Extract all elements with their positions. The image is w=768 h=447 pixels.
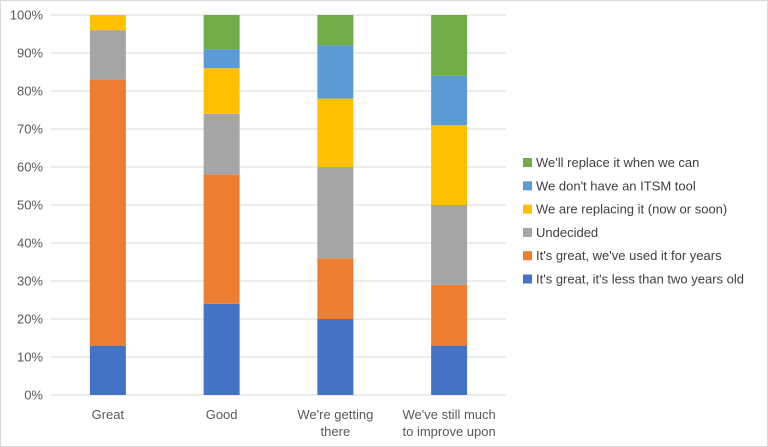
x-axis-labels: Great Good We're getting there We've still m… (92, 407, 496, 439)
legend-swatch (523, 158, 532, 167)
bar-segment (203, 303, 240, 395)
bar-segment (203, 49, 240, 69)
legend-swatch (523, 181, 532, 191)
x-category-label: We've still much to improve upon (402, 407, 495, 439)
legend-label: It's great, it's less than two years old (536, 272, 744, 287)
bar-segment (89, 79, 126, 346)
bar-segment (431, 205, 468, 285)
bar-segment (317, 15, 354, 46)
gridlines (51, 14, 506, 396)
legend-label: We'll replace it when we can (536, 155, 699, 170)
bar-segment (203, 174, 240, 304)
legend-item: We'll replace it when we can (523, 155, 699, 170)
legend: We'll replace it when we can We don't hav… (523, 155, 744, 287)
legend-label: Undecided (536, 225, 598, 240)
bar-segment (89, 15, 126, 31)
bar-segment (317, 98, 354, 167)
bar-segment (431, 284, 468, 346)
y-axis-ticks: 0% 10% 20% 30% 40% 50% 60% 70% 80% 90% 100% (10, 8, 44, 403)
legend-item: Undecided (523, 225, 598, 240)
legend-item: It's great, it's less than two years old (523, 272, 744, 287)
x-category-label: Great (92, 407, 125, 422)
bar-segment (203, 113, 240, 175)
bar-segment (431, 345, 468, 395)
bar-segment (89, 345, 126, 395)
bar-segment (431, 75, 468, 126)
y-tick-label: 10% (17, 350, 43, 365)
bar-segment (431, 15, 468, 76)
bars (89, 15, 468, 395)
legend-label: It's great, we've used it for years (536, 248, 722, 263)
legend-item: We are replacing it (now or soon) (523, 202, 727, 217)
x-category-label: Good (206, 407, 238, 422)
y-tick-label: 70% (17, 122, 43, 137)
legend-swatch (523, 204, 532, 214)
y-tick-label: 60% (17, 160, 43, 175)
legend-item: We don't have an ITSM tool (523, 178, 696, 193)
x-category-label: We're getting there (297, 407, 373, 439)
legend-swatch (523, 227, 532, 237)
bar-segment (203, 68, 240, 114)
bar-segment (203, 15, 240, 50)
legend-label: We are replacing it (now or soon) (536, 202, 727, 217)
bar-segment (317, 319, 354, 395)
bar-segment (317, 167, 354, 259)
y-tick-label: 30% (17, 274, 43, 289)
legend-swatch (523, 274, 532, 284)
bar-segment (431, 125, 468, 205)
y-tick-label: 0% (24, 388, 43, 403)
legend-label: We don't have an ITSM tool (536, 178, 696, 193)
y-tick-label: 80% (17, 84, 43, 99)
y-tick-label: 100% (10, 8, 44, 23)
bar-segment (317, 258, 354, 319)
legend-item: It's great, we've used it for years (523, 248, 722, 263)
y-tick-label: 20% (17, 312, 43, 327)
y-tick-label: 90% (17, 46, 43, 61)
y-tick-label: 50% (17, 198, 43, 213)
bar-segment (89, 30, 126, 80)
legend-swatch (523, 251, 532, 261)
bar-segment (317, 45, 354, 99)
y-tick-label: 40% (17, 236, 43, 251)
